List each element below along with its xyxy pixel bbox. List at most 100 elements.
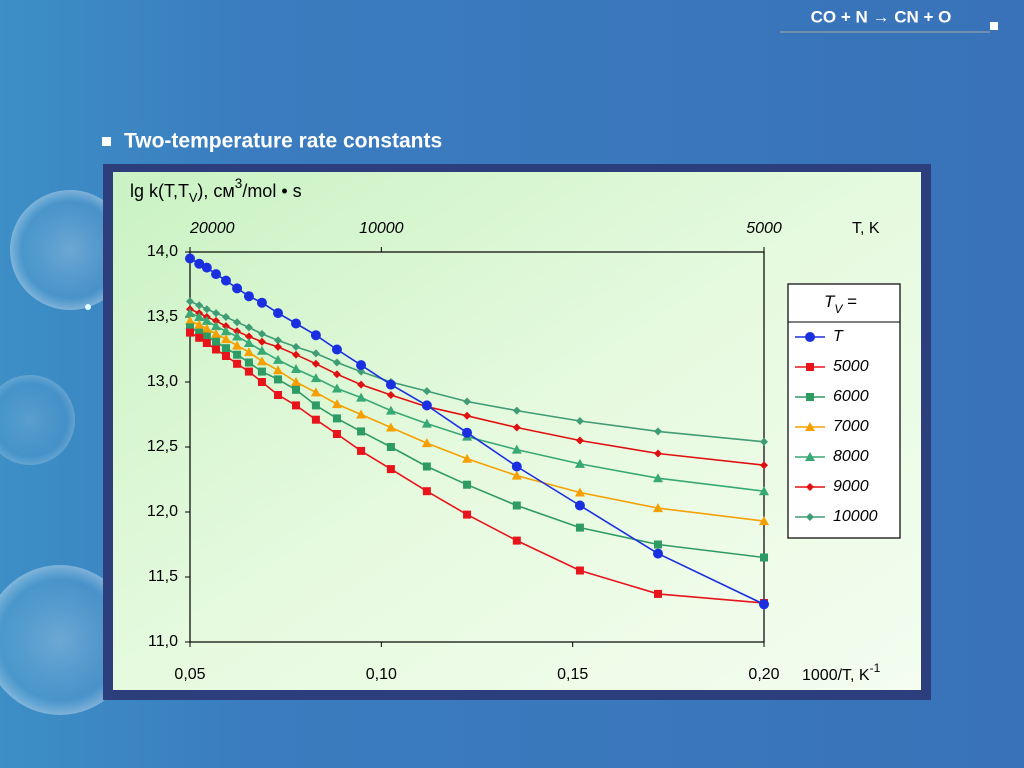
point bbox=[512, 501, 521, 510]
point bbox=[385, 379, 396, 390]
y-tick-label: 11,5 bbox=[148, 568, 178, 585]
point bbox=[257, 378, 266, 386]
legend-label: 10000 bbox=[833, 508, 878, 525]
point bbox=[332, 358, 341, 367]
legend-label: T bbox=[833, 328, 844, 345]
point bbox=[575, 523, 584, 532]
x2-axis-label: T, K bbox=[852, 220, 880, 237]
x-axis-label: 1000/T, K-1 bbox=[802, 661, 881, 684]
point bbox=[291, 342, 300, 351]
point bbox=[232, 283, 243, 294]
point bbox=[274, 391, 283, 399]
point bbox=[332, 414, 341, 423]
y-tick-label: 13,5 bbox=[147, 308, 178, 325]
point bbox=[806, 513, 814, 521]
point bbox=[256, 356, 267, 366]
point bbox=[653, 548, 664, 559]
point bbox=[273, 308, 284, 319]
y-axis-label-part: ), см bbox=[197, 181, 234, 201]
point bbox=[357, 427, 366, 436]
point bbox=[311, 415, 320, 424]
header-bullet bbox=[990, 22, 998, 30]
sparkle bbox=[85, 304, 91, 310]
point bbox=[575, 417, 584, 425]
x2-tick-label: 10000 bbox=[359, 220, 404, 237]
title-bullet bbox=[102, 137, 111, 146]
point bbox=[233, 359, 242, 368]
point bbox=[194, 312, 205, 321]
point bbox=[211, 321, 222, 331]
point bbox=[221, 313, 230, 321]
point bbox=[290, 364, 301, 373]
point bbox=[220, 275, 231, 286]
x-axis-label-part: -1 bbox=[870, 661, 881, 675]
point bbox=[212, 337, 221, 346]
legend-box bbox=[787, 283, 901, 539]
point bbox=[421, 418, 432, 428]
point bbox=[759, 599, 769, 610]
point bbox=[201, 323, 212, 333]
point bbox=[186, 323, 194, 332]
point bbox=[654, 540, 663, 549]
point bbox=[653, 473, 664, 483]
point bbox=[233, 350, 242, 359]
point bbox=[212, 309, 221, 318]
point bbox=[212, 345, 221, 354]
point bbox=[221, 352, 230, 360]
point bbox=[257, 367, 266, 376]
point bbox=[244, 358, 253, 367]
point bbox=[257, 337, 266, 346]
legend-title-part: = bbox=[842, 292, 857, 311]
x-tick-label: 0,20 bbox=[748, 666, 779, 683]
point bbox=[357, 446, 366, 455]
point bbox=[462, 453, 473, 463]
point bbox=[244, 323, 253, 332]
point bbox=[332, 370, 341, 379]
point bbox=[806, 393, 814, 401]
point bbox=[805, 422, 815, 431]
point bbox=[290, 318, 301, 329]
point bbox=[244, 332, 253, 341]
point bbox=[806, 363, 814, 371]
point bbox=[243, 338, 254, 347]
point bbox=[256, 345, 267, 355]
point bbox=[512, 423, 521, 432]
point bbox=[311, 359, 320, 368]
point bbox=[463, 510, 472, 519]
point bbox=[760, 553, 768, 562]
point bbox=[654, 449, 663, 458]
header: CO + N → CN + O bbox=[811, 7, 952, 26]
point bbox=[220, 334, 231, 344]
point bbox=[422, 462, 431, 471]
legend-title-part: T bbox=[824, 292, 836, 311]
point bbox=[311, 401, 320, 410]
point bbox=[233, 318, 242, 327]
point bbox=[243, 347, 254, 357]
point bbox=[511, 470, 522, 480]
point bbox=[274, 336, 283, 345]
point bbox=[422, 487, 431, 496]
point bbox=[221, 344, 230, 353]
point bbox=[185, 315, 195, 325]
point bbox=[273, 365, 284, 375]
legend-label: 5000 bbox=[833, 358, 869, 375]
point bbox=[654, 427, 663, 436]
point bbox=[212, 316, 221, 325]
point bbox=[244, 367, 253, 376]
point bbox=[331, 344, 342, 355]
point bbox=[574, 500, 585, 511]
point bbox=[310, 330, 321, 341]
point bbox=[233, 327, 242, 336]
legend-title: TV = bbox=[824, 292, 857, 316]
point bbox=[760, 461, 768, 470]
point bbox=[356, 409, 367, 419]
point bbox=[760, 437, 768, 446]
x2-tick-label: 20000 bbox=[189, 220, 235, 237]
point bbox=[422, 387, 431, 396]
point bbox=[273, 354, 284, 364]
y-axis-label-part: /mol • s bbox=[242, 181, 301, 201]
point bbox=[194, 319, 205, 329]
point bbox=[202, 305, 211, 314]
y-tick-label: 13,0 bbox=[147, 373, 178, 390]
point bbox=[759, 486, 769, 496]
